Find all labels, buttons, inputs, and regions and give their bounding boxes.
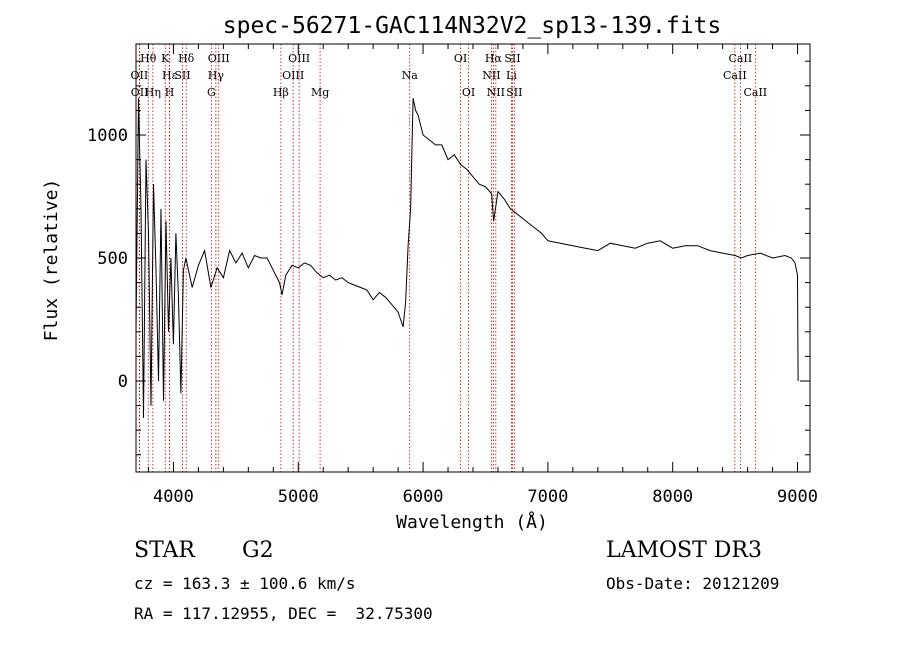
spectral-line-label: Hγ: [208, 69, 225, 82]
y-tick-label: 1000: [87, 126, 128, 146]
y-tick-label: 0: [118, 372, 128, 392]
spectral-line-label: OII: [131, 69, 149, 82]
x-tick-label: 4000: [153, 487, 194, 507]
redshift-velocity: cz = 163.3 ± 100.6 km/s: [134, 574, 356, 593]
spectral-line-label: CaII: [729, 52, 753, 65]
x-tick-label: 5000: [278, 487, 319, 507]
object-class: STAR: [134, 538, 195, 563]
spectral-line-label: Hα: [485, 52, 503, 65]
spectral-line-label: OIII: [208, 52, 230, 65]
y-tick-label: 500: [97, 249, 128, 269]
x-tick-label: 6000: [403, 487, 444, 507]
survey-name: LAMOST DR3: [606, 538, 762, 563]
spectral-line-label: CaII: [723, 69, 747, 82]
spectral-line-label: K: [161, 52, 170, 65]
spectral-line-label: OIII: [282, 69, 304, 82]
emission-line-markers: [138, 44, 756, 472]
object-subclass: G2: [242, 538, 274, 563]
spectral-line-label: OI: [462, 86, 475, 99]
spectral-line-label: OIII: [288, 52, 310, 65]
spectral-line-label: Hη: [145, 86, 161, 99]
spectral-line-label: OI: [454, 52, 467, 65]
spectral-line-label: NII: [487, 86, 505, 99]
spectral-line-label: NII: [482, 69, 500, 82]
spectral-line-label: Hδ: [178, 52, 195, 65]
spectral-line-label: OII: [131, 86, 149, 99]
spectral-line-label: Mg: [311, 86, 329, 99]
spectral-line-label: Na: [402, 69, 419, 82]
spectral-line-label: CaII: [743, 86, 767, 99]
flux-series-line: [135, 98, 799, 418]
plot-frame: [135, 43, 811, 473]
spectral-line-label: Hβ: [273, 86, 289, 99]
spectral-line-label: H: [165, 86, 175, 99]
coordinates: RA = 117.12955, DEC = 32.75300: [134, 604, 433, 623]
x-tick-label: 8000: [652, 487, 693, 507]
x-tick-label: 9000: [777, 487, 818, 507]
observation-date: Obs-Date: 20121209: [606, 574, 780, 593]
x-tick-label: 7000: [527, 487, 568, 507]
spectral-line-label: Hε: [162, 69, 178, 82]
x-axis-label: Wavelength (Å): [396, 511, 548, 533]
spectral-line-label: SII: [506, 86, 522, 99]
spectral-line-label: G: [207, 86, 216, 99]
y-axis-label: Flux (relative): [41, 179, 62, 342]
spectral-line-label: Li: [506, 69, 517, 82]
spectral-line-label: Hθ: [140, 52, 157, 65]
chart-title: spec-56271-GAC114N32V2_sp13-139.fits: [223, 13, 722, 39]
spectral-line-label: SII: [504, 52, 520, 65]
spectral-line-label: SII: [174, 69, 190, 82]
axes: 4000 5000 6000 7000 8000 9000 0 500 1000: [87, 43, 818, 507]
